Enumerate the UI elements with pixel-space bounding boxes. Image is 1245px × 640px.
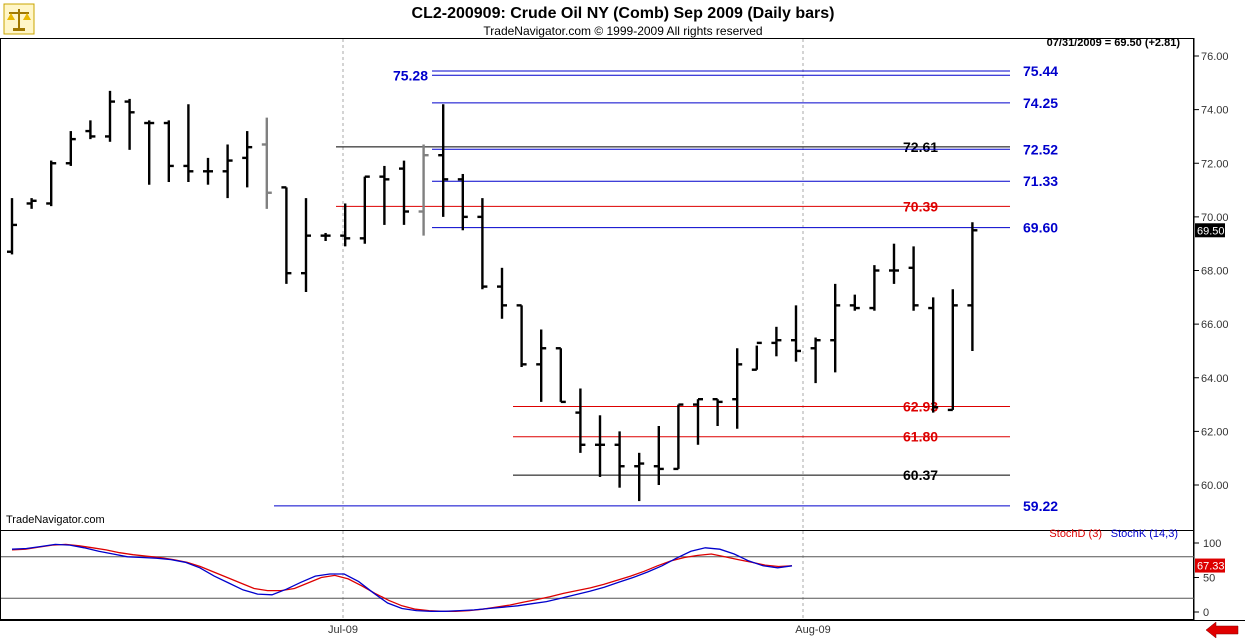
level-label: 71.33 [1023, 173, 1058, 189]
y-tick-label: 72.00 [1201, 158, 1229, 170]
chart-title: CL2-200909: Crude Oil NY (Comb) Sep 2009… [412, 5, 835, 22]
legend-stochd: StochD (3) [1049, 528, 1102, 540]
stoch-tick-label: 50 [1203, 573, 1215, 585]
level-label: 74.25 [1023, 95, 1058, 111]
last-price-label: 69.50 [1197, 225, 1225, 237]
scales-icon [3, 3, 35, 35]
stoch-line [11, 543, 793, 612]
y-tick-label: 76.00 [1201, 51, 1229, 63]
level-label: 61.80 [903, 429, 938, 445]
level-label: 59.22 [1023, 498, 1058, 514]
last-price-box [1195, 223, 1225, 238]
level-label: 69.60 [1023, 220, 1058, 236]
stoch-last-box [1195, 558, 1225, 573]
level-label: 60.37 [903, 467, 938, 483]
y-tick-label: 68.00 [1201, 266, 1229, 278]
last-price-info: 07/31/2009 = 69.50 (+2.81) [1047, 37, 1181, 49]
level-label: 62.93 [903, 398, 938, 414]
level-label: 70.39 [903, 198, 938, 214]
stoch-tick-label: 0 [1203, 607, 1209, 619]
stochastic-panel [0, 530, 1194, 620]
y-tick-label: 70.00 [1201, 212, 1229, 224]
level-label: 75.44 [1023, 63, 1058, 79]
copyright: TradeNavigator.com © 1999-2009 All right… [483, 24, 762, 38]
legend-stochk: StochK (14,3) [1111, 528, 1178, 540]
stoch-last-label: 67.33 [1197, 561, 1225, 573]
stoch-line [11, 543, 793, 612]
level-label: 75.28 [393, 67, 428, 83]
left-arrow-icon[interactable] [1205, 621, 1239, 639]
y-tick-label: 64.00 [1201, 373, 1229, 385]
stoch-tick-label: 100 [1203, 538, 1221, 550]
x-tick-label: Jul-09 [328, 624, 358, 636]
watermark: TradeNavigator.com [6, 514, 105, 526]
level-label: 72.61 [903, 139, 938, 155]
x-tick-label: Aug-09 [795, 624, 830, 636]
y-tick-label: 60.00 [1201, 480, 1229, 492]
y-tick-label: 74.00 [1201, 105, 1229, 117]
level-label: 72.52 [1023, 141, 1058, 157]
y-tick-label: 66.00 [1201, 319, 1229, 331]
y-tick-label: 62.00 [1201, 426, 1229, 438]
